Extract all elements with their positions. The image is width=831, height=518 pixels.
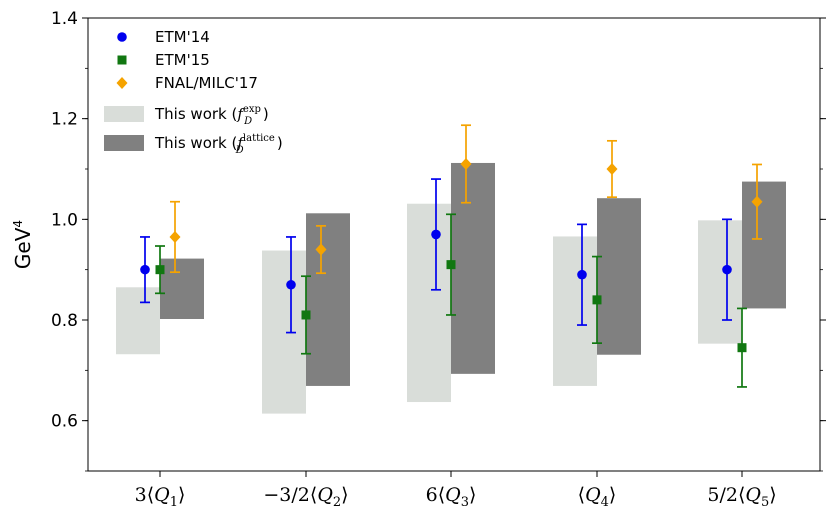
marker [722,264,732,275]
legend-marker [117,55,127,65]
marker [301,310,311,320]
legend-label: ETM'15 [155,51,210,69]
etm14-point-2 [286,236,296,334]
x-tick-label-2: −3/2⟨Q2⟩ [263,484,348,510]
marker [751,195,763,208]
x-tick-label-3: 6⟨Q3⟩ [426,484,477,510]
marker [315,243,327,256]
legend-entry-etm15: ETM'15 [117,51,210,69]
y-axis-label: GeV4 [11,220,35,269]
etm15-point-5 [737,307,747,388]
etm15-point-3 [446,213,456,316]
bands-layer [116,162,786,414]
etm14-point-4 [577,223,587,326]
legend-marker [117,32,127,42]
etm14-point-5 [722,218,732,321]
legend-label: FNAL/MILC'17 [155,74,258,92]
band-exp-5 [698,220,742,344]
band-lattice-5 [742,181,786,309]
x-tick-label-4: ⟨Q4⟩ [578,484,617,510]
legend-entry-etm14: ETM'14 [117,28,210,46]
etm15-point-1 [155,245,165,295]
marker [446,260,456,270]
legend-label: ETM'14 [155,28,210,46]
x-axis: 3⟨Q1⟩ −3/2⟨Q2⟩ 6⟨Q3⟩ ⟨Q4⟩ 5/2⟨Q5⟩ [135,471,777,510]
band-exp-1 [116,287,160,355]
legend-label: This work (flattice D) [154,133,283,156]
marker [592,295,602,305]
legend-label: This work (fexp D) [154,104,269,127]
y-axis: 0.6 0.8 1.0 1.2 1.4 [51,9,826,472]
marker [155,265,165,275]
legend-entry-band-exp: This work (fexp D) [104,104,269,127]
x-tick-label-5: 5/2⟨Q5⟩ [707,484,776,510]
band-lattice-2 [306,213,350,386]
fnal-milc17-point-2 [315,225,327,275]
etm14-point-3 [431,178,441,291]
marker [577,269,587,280]
x-tick-label-1: 3⟨Q1⟩ [135,484,186,510]
legend-swatch [104,135,144,151]
legend-entry-fnal-milc17: FNAL/MILC'17 [116,74,258,92]
band-exp-4 [553,236,597,386]
etm14-point-1 [140,236,150,304]
fnal-milc17-point-5 [751,163,763,240]
marker [431,229,441,240]
legend-marker [116,77,128,89]
marker [460,157,472,170]
legend-swatch [104,106,144,122]
y-tick-label: 1.4 [51,9,78,29]
fnal-milc17-point-3 [460,124,472,204]
etm15-point-4 [592,255,602,345]
legend-entry-band-lattice: This work (flattice D) [104,133,283,156]
y-tick-label: 0.8 [51,311,78,331]
marker [737,343,747,353]
etm15-point-2 [301,275,311,355]
fnal-milc17-point-1 [169,200,181,274]
band-lattice-4 [597,198,641,355]
marker [606,163,618,175]
y-tick-label: 1.2 [51,110,78,130]
band-exp-3 [407,203,451,403]
band-exp-2 [262,250,306,414]
legend: ETM'14 ETM'15 FNAL/MILC'17 This work (fexp D… [104,28,283,156]
fnal-milc17-point-4 [606,139,618,199]
series-layer [140,124,763,388]
marker [140,264,150,275]
marker [286,279,296,290]
marker [169,230,181,243]
y-tick-label: 0.6 [51,412,78,432]
band-lattice-1 [160,258,204,319]
plot-frame [87,17,821,472]
band-lattice-3 [451,162,495,374]
y-tick-label: 1.0 [51,210,78,230]
